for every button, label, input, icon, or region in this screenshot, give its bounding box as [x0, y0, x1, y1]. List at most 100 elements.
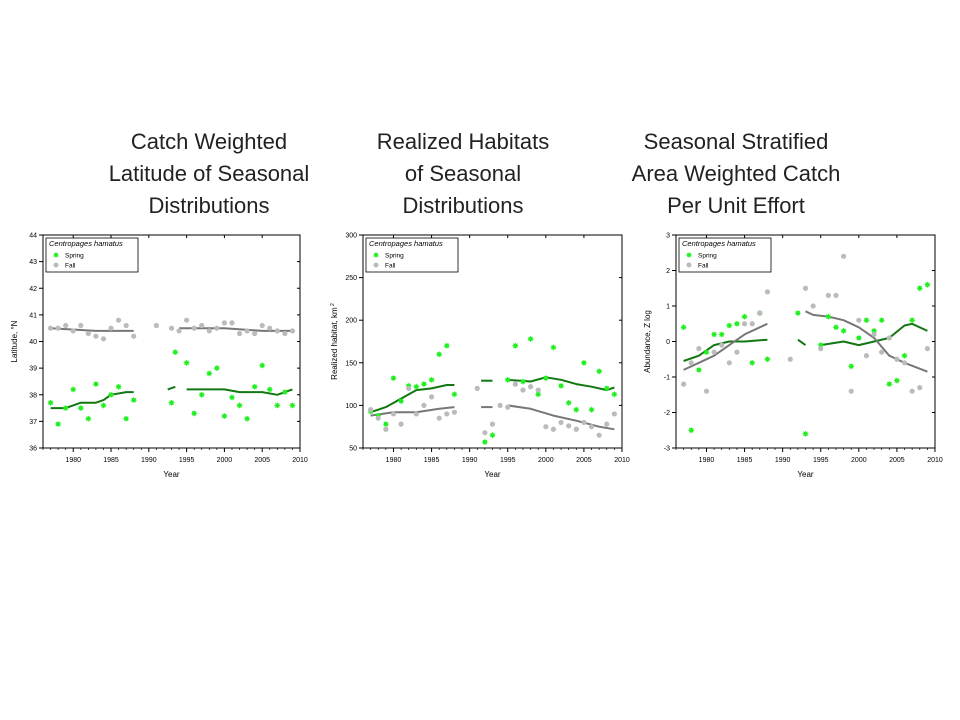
data-point-spring	[100, 402, 107, 409]
data-point-fall	[527, 384, 534, 390]
data-point-spring	[428, 376, 435, 384]
data-point-fall	[214, 325, 220, 331]
data-point-spring	[557, 382, 565, 390]
data-point-fall	[108, 325, 114, 331]
data-point-spring	[825, 313, 832, 320]
data-point-fall	[93, 333, 99, 339]
data-point-fall	[489, 421, 496, 427]
x-tick-label: 2010	[614, 457, 630, 464]
data-point-spring	[443, 342, 451, 350]
legend-box	[45, 237, 139, 273]
x-axis-label: Year	[484, 470, 501, 479]
y-tick-label: 300	[345, 233, 357, 240]
legend-species: Centropages hamatus	[369, 239, 443, 248]
x-tick-label: 2000	[538, 457, 554, 464]
panel-title-line: Distributions	[402, 193, 524, 218]
legend-label-spring: Spring	[65, 253, 84, 260]
y-tick-label: 0	[666, 339, 670, 346]
data-point-spring	[228, 394, 236, 401]
series-line-spring	[186, 388, 293, 396]
series-line-spring	[797, 338, 807, 346]
x-tick-label: 1985	[424, 457, 440, 464]
y-tick-label: -1	[664, 375, 670, 382]
series-line-spring	[50, 391, 134, 410]
data-point-fall	[764, 289, 771, 295]
series-line-fall	[50, 327, 134, 332]
data-point-fall	[176, 328, 182, 334]
data-point-fall	[505, 404, 511, 410]
x-tick-label: 1980	[65, 457, 81, 464]
data-point-fall	[818, 346, 824, 352]
y-tick-label: 50	[349, 446, 357, 453]
data-point-fall	[406, 385, 412, 391]
data-point-spring	[718, 331, 726, 338]
data-point-spring	[190, 410, 198, 417]
data-point-spring	[236, 402, 243, 409]
series-line-fall	[507, 404, 615, 431]
legend-marker-spring	[53, 252, 59, 258]
y-tick-label: 39	[29, 366, 37, 373]
x-tick-label: 2000	[217, 457, 233, 464]
y-tick-label: 42	[29, 286, 37, 293]
data-point-fall	[131, 333, 137, 339]
data-point-spring	[221, 412, 228, 420]
y-tick-label: -2	[664, 410, 670, 417]
series-line-spring	[370, 384, 455, 414]
x-tick-label: 1995	[813, 457, 829, 464]
series-line-fall	[805, 310, 928, 373]
legend-marker-fall	[373, 262, 379, 268]
data-point-spring	[504, 376, 512, 384]
data-point-fall	[802, 285, 809, 291]
y-tick-label: 41	[29, 312, 37, 319]
panel-title-latitude: Catch Weighted Latitude of Seasonal Dist…	[79, 126, 339, 222]
data-point-spring	[710, 331, 718, 338]
y-axis-label: Realized habitat, km 2	[330, 303, 339, 380]
data-point-fall	[421, 402, 427, 408]
data-point-spring	[397, 397, 405, 405]
data-point-spring	[687, 426, 695, 434]
data-point-fall	[810, 303, 816, 309]
data-point-fall	[848, 388, 854, 394]
data-point-spring	[893, 377, 901, 384]
y-tick-label: 3	[666, 233, 670, 240]
data-point-spring	[748, 359, 756, 367]
data-point-spring	[908, 316, 916, 324]
data-point-fall	[199, 322, 205, 329]
data-point-fall	[787, 356, 793, 362]
data-point-spring	[213, 364, 221, 372]
data-point-spring	[916, 284, 924, 292]
data-point-fall	[749, 321, 755, 327]
data-point-fall	[611, 411, 617, 417]
data-point-fall	[901, 360, 908, 366]
panel-title-line: of Seasonal	[404, 161, 522, 186]
data-point-spring	[54, 420, 62, 428]
data-point-fall	[703, 388, 710, 394]
y-tick-label: 40	[29, 339, 37, 346]
data-point-fall	[863, 353, 870, 359]
data-point-fall	[719, 342, 725, 348]
data-point-fall	[244, 328, 250, 334]
data-point-spring	[603, 385, 611, 392]
data-point-spring	[885, 380, 893, 388]
data-point-fall	[543, 424, 549, 430]
x-tick-label: 2010	[292, 457, 308, 464]
data-point-spring	[489, 431, 496, 439]
data-point-spring	[77, 404, 85, 412]
data-point-fall	[168, 325, 175, 331]
y-tick-label: 37	[29, 419, 37, 426]
data-point-fall	[520, 387, 526, 393]
data-point-fall	[267, 325, 273, 331]
legend-marker-fall	[686, 262, 692, 268]
data-point-fall	[825, 292, 831, 298]
data-point-spring	[863, 316, 870, 324]
data-point-fall	[688, 360, 694, 366]
data-point-fall	[123, 322, 129, 329]
data-point-fall	[696, 346, 702, 352]
data-point-fall	[436, 415, 442, 421]
data-point-fall	[63, 322, 69, 329]
data-point-spring	[122, 415, 130, 423]
data-point-spring	[794, 309, 802, 317]
panel-title-habitat: Realized Habitats of Seasonal Distributi…	[333, 126, 593, 222]
data-point-spring	[764, 355, 771, 363]
